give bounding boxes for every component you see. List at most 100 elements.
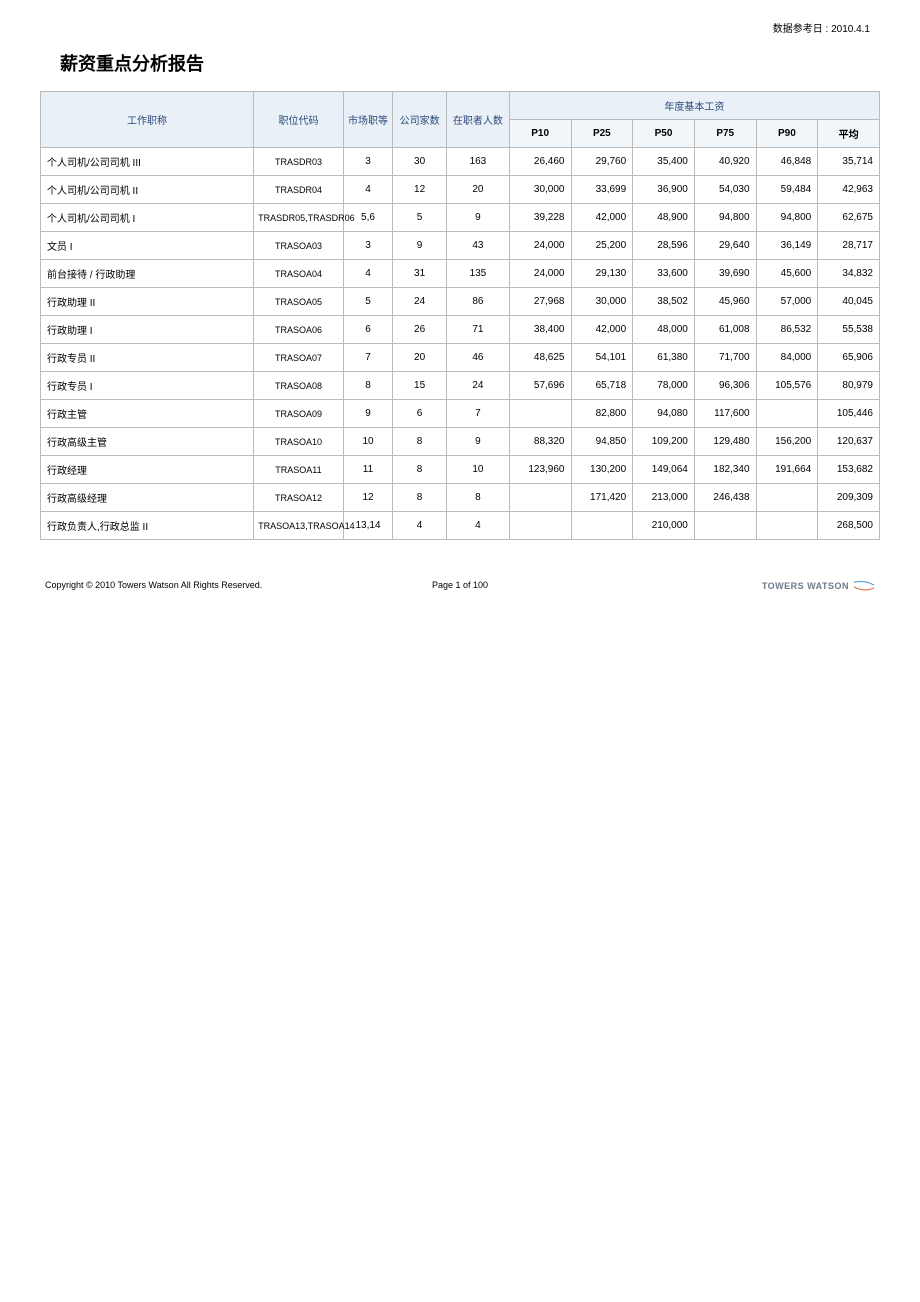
cell-code: TRASOA04 xyxy=(254,260,344,288)
cell-p50: 48,000 xyxy=(633,316,695,344)
cell-p25: 65,718 xyxy=(571,372,633,400)
cell-grade: 10 xyxy=(343,428,392,456)
cell-avg: 268,500 xyxy=(818,512,880,540)
cell-avg: 34,832 xyxy=(818,260,880,288)
cell-inc: 43 xyxy=(447,232,510,260)
col-company-count: 公司家数 xyxy=(393,92,447,148)
cell-p90: 105,576 xyxy=(756,372,818,400)
cell-p75: 39,690 xyxy=(694,260,756,288)
cell-comp: 8 xyxy=(393,484,447,512)
cell-p10 xyxy=(509,400,571,428)
cell-code: TRASOA10 xyxy=(254,428,344,456)
cell-p90: 57,000 xyxy=(756,288,818,316)
cell-p75: 96,306 xyxy=(694,372,756,400)
cell-p25: 29,130 xyxy=(571,260,633,288)
table-row: 个人司机/公司司机 IITRASDR044122030,00033,69936,… xyxy=(41,176,880,204)
cell-p25: 54,101 xyxy=(571,344,633,372)
cell-avg: 105,446 xyxy=(818,400,880,428)
cell-comp: 20 xyxy=(393,344,447,372)
cell-p75: 29,640 xyxy=(694,232,756,260)
cell-p10: 39,228 xyxy=(509,204,571,232)
table-row: 文员 ITRASOA03394324,00025,20028,59629,640… xyxy=(41,232,880,260)
cell-comp: 26 xyxy=(393,316,447,344)
cell-avg: 120,637 xyxy=(818,428,880,456)
cell-p25: 94,850 xyxy=(571,428,633,456)
cell-code: TRASDR03 xyxy=(254,148,344,176)
cell-inc: 20 xyxy=(447,176,510,204)
cell-p50: 78,000 xyxy=(633,372,695,400)
cell-job: 行政主管 xyxy=(41,400,254,428)
table-row: 行政专员 IITRASOA077204648,62554,10161,38071… xyxy=(41,344,880,372)
cell-comp: 31 xyxy=(393,260,447,288)
cell-job: 前台接待 / 行政助理 xyxy=(41,260,254,288)
cell-comp: 30 xyxy=(393,148,447,176)
cell-p10: 27,968 xyxy=(509,288,571,316)
cell-p75: 129,480 xyxy=(694,428,756,456)
cell-grade: 4 xyxy=(343,176,392,204)
brand-text: TOWERS WATSON xyxy=(762,581,849,591)
cell-inc: 86 xyxy=(447,288,510,316)
table-row: 个人司机/公司司机 ITRASDR05,TRASDR065,65939,2284… xyxy=(41,204,880,232)
cell-avg: 40,045 xyxy=(818,288,880,316)
cell-job: 行政助理 II xyxy=(41,288,254,316)
col-avg: 平均 xyxy=(818,120,880,148)
cell-p50: 210,000 xyxy=(633,512,695,540)
cell-code: TRASOA12 xyxy=(254,484,344,512)
cell-job: 行政专员 II xyxy=(41,344,254,372)
cell-grade: 5 xyxy=(343,288,392,316)
cell-comp: 8 xyxy=(393,428,447,456)
table-row: 行政高级经理TRASOA121288171,420213,000246,4382… xyxy=(41,484,880,512)
cell-p10: 48,625 xyxy=(509,344,571,372)
cell-p50: 94,080 xyxy=(633,400,695,428)
cell-p50: 36,900 xyxy=(633,176,695,204)
reference-date: 数据参考日 : 2010.4.1 xyxy=(40,20,870,35)
cell-p50: 35,400 xyxy=(633,148,695,176)
cell-p10: 24,000 xyxy=(509,260,571,288)
col-p25: P25 xyxy=(571,120,633,148)
cell-p75: 45,960 xyxy=(694,288,756,316)
cell-p50: 109,200 xyxy=(633,428,695,456)
cell-code: TRASOA07 xyxy=(254,344,344,372)
cell-code: TRASOA09 xyxy=(254,400,344,428)
cell-job: 个人司机/公司司机 II xyxy=(41,176,254,204)
cell-p75: 40,920 xyxy=(694,148,756,176)
cell-code: TRASOA11 xyxy=(254,456,344,484)
page-number: Page 1 of 100 xyxy=(432,580,488,590)
report-title: 薪资重点分析报告 xyxy=(60,50,880,76)
cell-grade: 9 xyxy=(343,400,392,428)
salary-table: 工作职称 职位代码 市场职等 公司家数 在职者人数 年度基本工资 P10 P25… xyxy=(40,91,880,540)
cell-job: 行政高级经理 xyxy=(41,484,254,512)
cell-p50: 213,000 xyxy=(633,484,695,512)
cell-p25: 33,699 xyxy=(571,176,633,204)
cell-inc: 7 xyxy=(447,400,510,428)
table-row: 行政助理 IITRASOA055248627,96830,00038,50245… xyxy=(41,288,880,316)
cell-p10: 24,000 xyxy=(509,232,571,260)
cell-job: 行政专员 I xyxy=(41,372,254,400)
cell-p25: 130,200 xyxy=(571,456,633,484)
brand-logo: TOWERS WATSON xyxy=(762,580,875,592)
col-position-code: 职位代码 xyxy=(254,92,344,148)
cell-p90 xyxy=(756,484,818,512)
cell-grade: 7 xyxy=(343,344,392,372)
cell-p75: 71,700 xyxy=(694,344,756,372)
cell-code: TRASOA08 xyxy=(254,372,344,400)
cell-p25: 30,000 xyxy=(571,288,633,316)
cell-avg: 153,682 xyxy=(818,456,880,484)
cell-grade: 3 xyxy=(343,148,392,176)
col-p50: P50 xyxy=(633,120,695,148)
cell-inc: 9 xyxy=(447,204,510,232)
cell-avg: 35,714 xyxy=(818,148,880,176)
cell-code: TRASOA06 xyxy=(254,316,344,344)
table-row: 前台接待 / 行政助理TRASOA0443113524,00029,13033,… xyxy=(41,260,880,288)
cell-p75: 246,438 xyxy=(694,484,756,512)
cell-p90: 156,200 xyxy=(756,428,818,456)
cell-p10: 123,960 xyxy=(509,456,571,484)
table-row: 行政高级主管TRASOA10108988,32094,850109,200129… xyxy=(41,428,880,456)
cell-p90: 45,600 xyxy=(756,260,818,288)
col-market-grade: 市场职等 xyxy=(343,92,392,148)
cell-job: 文员 I xyxy=(41,232,254,260)
cell-inc: 163 xyxy=(447,148,510,176)
col-p10: P10 xyxy=(509,120,571,148)
cell-grade: 12 xyxy=(343,484,392,512)
cell-inc: 46 xyxy=(447,344,510,372)
